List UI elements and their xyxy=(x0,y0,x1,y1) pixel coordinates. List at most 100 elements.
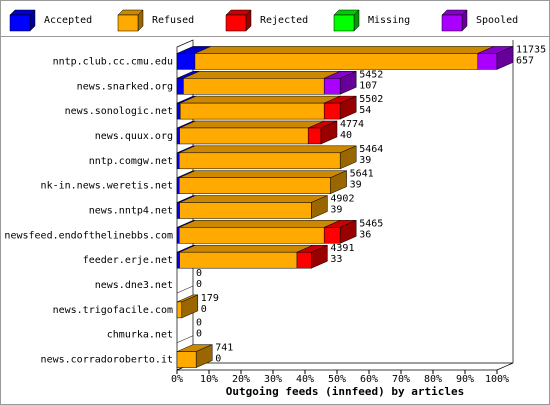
chart-title: Outgoing feeds (innfeed) by articles xyxy=(226,385,464,398)
offered-label: 0 xyxy=(196,268,202,279)
bar-side xyxy=(320,120,338,145)
bar xyxy=(183,78,325,95)
bar-side xyxy=(339,95,357,120)
x-tick-label: 40% xyxy=(296,374,314,385)
y-tick-label: news.dne3.net xyxy=(95,280,173,291)
bar xyxy=(307,127,322,145)
x-tick-label: 90% xyxy=(456,374,474,385)
bar xyxy=(179,127,309,145)
accepted-label: 0 xyxy=(201,304,207,315)
offered-label: 0 xyxy=(196,318,202,329)
bar-side xyxy=(339,70,357,95)
bar-top xyxy=(180,95,341,104)
accepted-label: 39 xyxy=(359,155,371,166)
bar xyxy=(176,177,180,194)
bar xyxy=(178,227,325,244)
legend-label: Missing xyxy=(368,15,410,26)
bar xyxy=(179,251,298,269)
bar-top xyxy=(179,120,325,129)
accepted-label: 0 xyxy=(196,279,202,290)
x-tick-label: 70% xyxy=(392,374,410,385)
x-tick-label: 30% xyxy=(264,374,282,385)
x-tick-label: 10% xyxy=(200,374,218,385)
x-tick-label: 50% xyxy=(328,374,346,385)
bar xyxy=(178,177,331,194)
accepted-label: 657 xyxy=(516,55,534,66)
bar xyxy=(176,202,180,219)
accepted-label: 40 xyxy=(340,130,352,141)
bar xyxy=(194,53,479,70)
bar xyxy=(176,251,180,269)
legend-label: Accepted xyxy=(44,15,92,26)
bar xyxy=(296,251,312,269)
offered-label: 5465 xyxy=(359,218,383,229)
legend-swatch xyxy=(9,14,31,32)
y-tick-label: newsfeed.endofthelinebbs.com xyxy=(4,230,173,241)
offered-label: 4902 xyxy=(330,194,354,205)
legend-swatch xyxy=(333,14,355,32)
bar-top xyxy=(179,244,314,253)
bar-top xyxy=(179,195,328,203)
legend-label: Rejected xyxy=(260,15,308,26)
x-tick-label: 20% xyxy=(232,374,250,385)
bar xyxy=(176,127,180,145)
bar-side xyxy=(195,344,213,368)
offered-label: 5502 xyxy=(359,94,383,105)
row-tick xyxy=(176,285,194,294)
accepted-label: 39 xyxy=(330,205,342,216)
legend-swatch xyxy=(441,14,463,32)
offered-label: 179 xyxy=(201,293,219,304)
offered-label: 5464 xyxy=(359,144,383,155)
row-tick xyxy=(176,335,194,343)
bar xyxy=(176,351,197,368)
bar xyxy=(176,301,183,319)
accepted-label: 36 xyxy=(359,229,371,240)
accepted-label: 107 xyxy=(359,80,377,91)
y-tick-label: news.quux.org xyxy=(95,131,173,142)
y-tick-label: news.sonologic.net xyxy=(65,106,173,117)
bar-side xyxy=(496,46,514,70)
legend-label: Refused xyxy=(152,15,194,26)
y-tick-label: news.snarked.org xyxy=(77,81,173,92)
bar-top xyxy=(183,71,341,79)
offered-label: 11735 xyxy=(516,44,546,55)
bar xyxy=(477,53,498,70)
y-tick-label: news.trigofacile.com xyxy=(53,305,173,316)
y-tick-label: nk-in.news.weretis.net xyxy=(41,181,173,192)
bar xyxy=(176,227,180,244)
bar-side xyxy=(330,170,347,195)
bar-side xyxy=(181,294,199,319)
offered-label: 5452 xyxy=(359,69,383,80)
bar xyxy=(176,102,181,120)
y-tick-label: news.nntp4.net xyxy=(89,206,173,217)
accepted-label: 54 xyxy=(359,105,371,116)
accepted-label: 39 xyxy=(350,180,362,191)
x-tick-label: 0% xyxy=(171,374,183,385)
offered-label: 4774 xyxy=(340,119,364,130)
bar-top xyxy=(179,145,357,154)
bar-side xyxy=(339,145,357,170)
bar-side xyxy=(339,219,357,244)
x-tick-label: 60% xyxy=(360,374,378,385)
accepted-label: 0 xyxy=(196,329,202,340)
accepted-label: 33 xyxy=(330,254,342,265)
bar-side xyxy=(311,195,328,219)
bar xyxy=(176,78,184,95)
bar-top xyxy=(194,46,494,54)
legend-label: Spooled xyxy=(476,15,518,26)
offered-label: 741 xyxy=(215,343,233,354)
bar xyxy=(179,202,312,219)
bar xyxy=(179,102,325,120)
accepted-label: 0 xyxy=(215,354,221,365)
bar-top xyxy=(179,170,347,178)
bar xyxy=(323,78,341,95)
bar-side xyxy=(311,244,328,269)
offered-label: 4391 xyxy=(330,243,354,254)
bar xyxy=(178,152,341,170)
bar xyxy=(176,152,180,170)
x-tick-label: 80% xyxy=(424,374,442,385)
legend-swatch xyxy=(225,14,247,32)
y-tick-label: nntp.club.cc.cmu.edu xyxy=(53,56,173,67)
